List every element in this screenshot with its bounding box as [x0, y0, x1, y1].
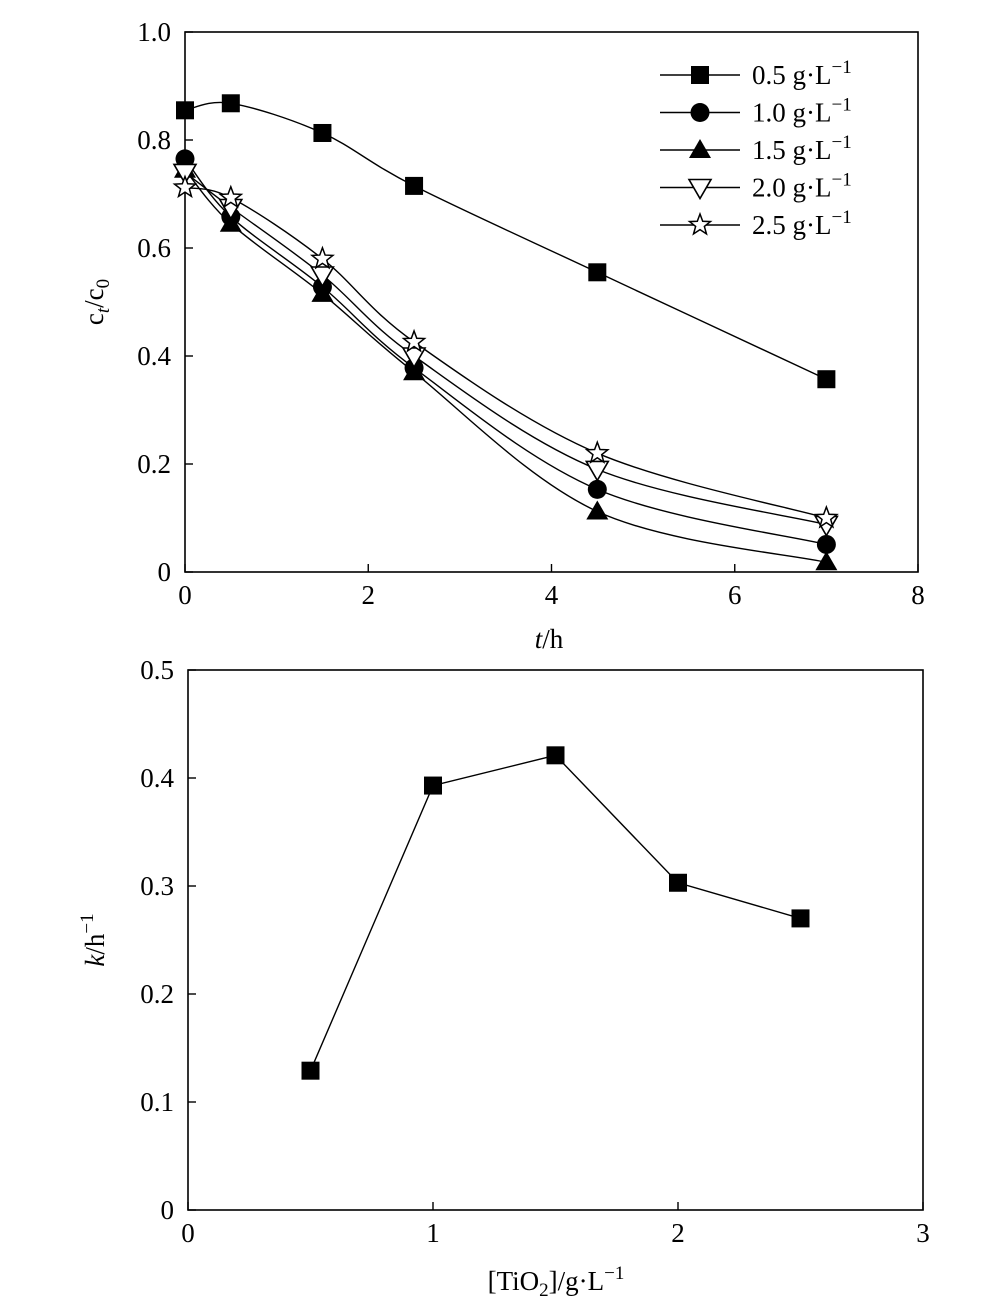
- y2-title-unit: /h: [80, 933, 110, 955]
- rate-point-2: [546, 746, 565, 765]
- decay-chart-x-tick-label: 8: [911, 580, 925, 610]
- rate-point-1: [424, 776, 442, 795]
- rate-series-line: [309, 754, 801, 1071]
- rate-chart-y-tick-label: 0: [161, 1195, 175, 1225]
- legend-label-2.0: 2.0 g·L−1: [752, 170, 852, 203]
- legend-marker-2.5: [687, 211, 713, 236]
- rate-point-4: [791, 909, 810, 928]
- decay-point-1.5-3: [403, 361, 426, 381]
- x-axis-title-unit: /h: [542, 624, 564, 654]
- x2-title-post: ]/g·L: [549, 1266, 604, 1296]
- decay-chart-x-tick-label: 0: [178, 580, 192, 610]
- rate-chart-y-tick-label: 0.1: [140, 1087, 174, 1117]
- legend-label-1.5: 1.5 g·L−1: [752, 132, 852, 165]
- legend-label-1.0: 1.0 g·L−1: [752, 95, 852, 128]
- legend-marker-2.0: [687, 178, 713, 201]
- decay-chart-x-axis-title: t/h: [535, 624, 564, 654]
- decay-chart-y-tick-label: 0.8: [137, 125, 171, 155]
- decay-point-0.5-0: [176, 101, 194, 120]
- decay-point-2.0-4: [584, 460, 610, 482]
- decay-chart-x-tick-label: 4: [545, 580, 559, 610]
- decay-point-2.0-0: [172, 163, 198, 185]
- rate-chart-markers: [301, 746, 810, 1080]
- decay-point-2.5-1: [218, 184, 244, 209]
- decay-point-1.0-4: [587, 479, 607, 499]
- decay-point-0.5-3: [405, 176, 424, 195]
- decay-chart-y-axis-title: ct/c0: [79, 279, 114, 325]
- rate-chart-y-tick-label: 0.2: [140, 979, 174, 1009]
- decay-point-1.5-1: [219, 212, 242, 232]
- decay-chart-y-tick-label: 0.2: [137, 449, 171, 479]
- decay-chart-y-tick-label: 0.4: [137, 341, 171, 371]
- y-axis-title-sub-t: t: [93, 307, 114, 313]
- rate-constant-chart: 0 1 2 300.10.20.30.40.5 [TiO2]/g·L−1 k/h−1: [77, 655, 930, 1301]
- decay-point-0.5-2: [313, 123, 332, 142]
- rate-chart-x-tick-label: 1: [426, 1218, 440, 1248]
- decay-point-2.5-3: [401, 328, 427, 353]
- x-axis-title-var: t: [535, 624, 544, 654]
- decay-point-2.0-2: [310, 266, 335, 288]
- rate-chart-x-tick-label: 0: [181, 1218, 195, 1248]
- decay-point-2.0-3: [401, 347, 427, 369]
- legend-marker-0.5: [691, 66, 709, 84]
- legend-label-0.5: 0.5 g·L−1: [752, 57, 852, 90]
- rate-chart-y-tick-label: 0.3: [140, 871, 174, 901]
- decay-chart-y-tick-label: 0: [158, 557, 172, 587]
- decay-chart-legend: 0.5 g·L−1 1.0 g·L−1 1.5 g·L−1 2.0 g·L−1 2.5 …: [660, 57, 852, 240]
- decay-point-1.5-5: [815, 551, 838, 571]
- rate-point-3: [669, 873, 687, 892]
- decay-chart-x-tick-label: 2: [362, 580, 376, 610]
- rate-chart-ticks: 0 1 2 3 0 0.1 0.2 0.3 0.4 0.5: [140, 655, 930, 1248]
- x2-title-pre: [TiO: [488, 1266, 540, 1296]
- rate-chart-x-tick-label: 3: [916, 1218, 930, 1248]
- rate-chart-frame: [187, 669, 924, 1211]
- y-axis-title-c: c: [79, 313, 109, 325]
- y-axis-title-slash-c: /c: [79, 288, 109, 308]
- decay-point-0.5-5: [817, 370, 836, 389]
- decay-chart-y-tick-label: 1.0: [137, 17, 171, 47]
- x2-title-sup: −1: [604, 1263, 624, 1284]
- legend-label-2.5: 2.5 g·L−1: [752, 207, 852, 240]
- decay-point-1.0-5: [816, 534, 836, 554]
- rate-chart-x-tick-label: 2: [671, 1218, 685, 1248]
- decay-series-line-1.0: [184, 158, 827, 546]
- rate-chart-y-tick-label: 0.5: [140, 655, 174, 685]
- decay-point-0.5-1: [221, 94, 240, 113]
- rate-chart-y-tick-label: 0.4: [140, 763, 174, 793]
- decay-series-line-2.5: [184, 186, 827, 519]
- decay-chart-x-tick-label: 6: [728, 580, 742, 610]
- decay-chart-markers: [172, 94, 839, 571]
- decay-chart-lines: [184, 101, 827, 563]
- decay-point-2.5-0: [172, 174, 198, 199]
- decay-chart: 0 2 4 6 8 0 0.2 0.4 0.6 0.8 1.0 0.5 g·L−1 1.0 g·L−1…: [79, 17, 925, 654]
- decay-point-1.5-2: [311, 282, 334, 302]
- y2-title-sup: −1: [77, 913, 98, 933]
- decay-series-line-0.5: [184, 101, 827, 380]
- legend-marker-1.0: [690, 103, 710, 122]
- legend-marker-1.5: [689, 139, 711, 158]
- decay-chart-ticks: 0 2 4 6 8 0 0.2 0.4 0.6 0.8 1.0: [137, 17, 925, 610]
- decay-point-0.5-4: [588, 263, 607, 282]
- rate-point-0: [301, 1061, 320, 1080]
- x2-title-sub: 2: [539, 1280, 549, 1301]
- rate-chart-lines: [309, 754, 801, 1071]
- decay-chart-y-tick-label: 0.6: [137, 233, 171, 263]
- decay-point-2.5-5: [813, 504, 839, 529]
- rate-chart-x-axis-title: [TiO2]/g·L−1: [488, 1263, 625, 1301]
- rate-chart-y-axis-title: k/h−1: [77, 913, 110, 966]
- decay-point-2.5-4: [584, 440, 610, 464]
- y-axis-title-sub-0: 0: [93, 279, 114, 289]
- decay-point-1.5-4: [586, 500, 609, 520]
- decay-point-2.5-2: [309, 245, 335, 270]
- y2-title-k: k: [80, 954, 110, 967]
